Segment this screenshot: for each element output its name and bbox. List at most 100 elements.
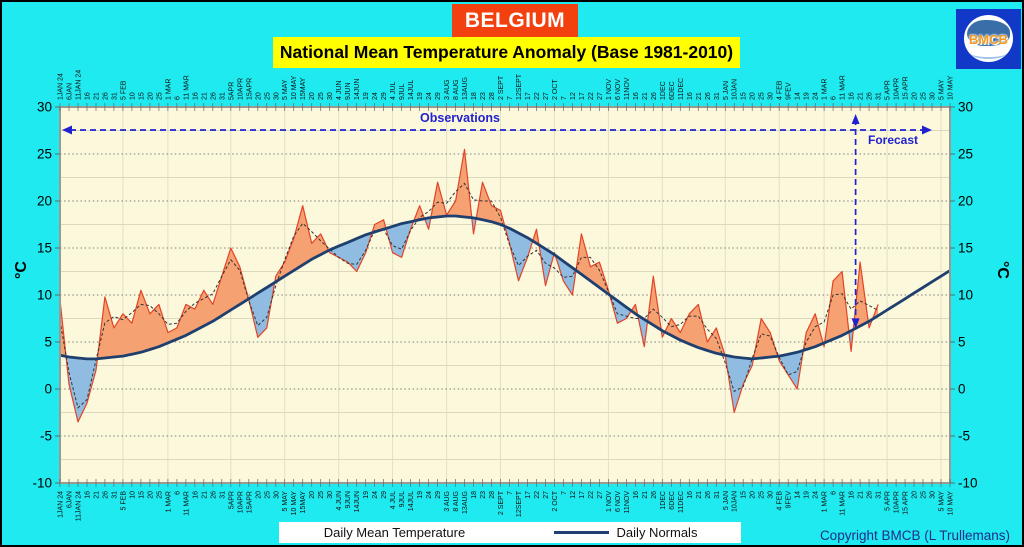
svg-text:7: 7 [507,96,514,100]
forecast-label: Forecast [868,133,918,147]
svg-text:20: 20 [912,491,919,499]
svg-text:6: 6 [174,96,181,100]
svg-text:12SEPT: 12SEPT [516,73,523,100]
svg-text:9JUN: 9JUN [345,491,352,509]
observations-label: Observations [420,111,500,125]
svg-text:5APR: 5APR [228,491,235,509]
svg-text:21: 21 [696,491,703,499]
svg-text:13AUG: 13AUG [462,491,469,514]
svg-text:21: 21 [94,491,101,499]
svg-text:6 NOV: 6 NOV [615,79,622,100]
svg-text:27: 27 [597,92,604,100]
svg-text:16: 16 [192,491,199,499]
annotation-arrows [62,114,932,329]
svg-text:31: 31 [876,491,883,499]
svg-text:24: 24 [426,491,433,499]
chart-title: National Mean Temperature Anomaly (Base … [279,42,734,62]
svg-text:1 NOV: 1 NOV [606,491,613,512]
svg-text:30: 30 [768,92,775,100]
svg-text:30: 30 [930,491,937,499]
svg-text:10: 10 [129,491,136,499]
svg-text:14: 14 [795,92,802,100]
svg-text:5: 5 [958,335,966,350]
svg-text:1 NOV: 1 NOV [606,79,613,100]
svg-text:31: 31 [219,491,226,499]
svg-text:16: 16 [633,491,640,499]
svg-text:25: 25 [759,491,766,499]
svg-text:1 MAR: 1 MAR [165,79,172,100]
svg-text:31: 31 [714,491,721,499]
svg-text:20: 20 [912,92,919,100]
svg-text:17: 17 [525,491,532,499]
svg-text:8 AUG: 8 AUG [453,491,460,512]
svg-text:22: 22 [534,92,541,100]
svg-text:18: 18 [471,491,478,499]
svg-text:10APR: 10APR [237,491,244,513]
svg-text:29: 29 [381,92,388,100]
svg-text:15 APR: 15 APR [903,491,910,515]
svg-text:11DEC: 11DEC [678,491,685,513]
svg-text:30: 30 [958,100,973,115]
svg-text:31: 31 [219,92,226,100]
svg-text:19: 19 [417,491,424,499]
svg-text:13AUG: 13AUG [462,77,469,100]
svg-text:30: 30 [327,92,334,100]
svg-text:21: 21 [201,491,208,499]
svg-text:15APR: 15APR [246,78,253,100]
svg-text:11 MAR: 11 MAR [183,491,190,516]
svg-text:12: 12 [570,491,577,499]
svg-text:10JAN: 10JAN [732,79,739,100]
svg-text:4 FEB: 4 FEB [777,491,784,511]
svg-text:1JAN 24: 1JAN 24 [58,491,65,518]
svg-text:5 MAY: 5 MAY [939,491,946,512]
svg-text:14: 14 [795,491,802,499]
svg-text:25: 25 [318,491,325,499]
svg-text:-10: -10 [32,476,52,491]
svg-text:15: 15 [958,241,973,256]
svg-text:16: 16 [849,92,856,100]
svg-text:10 MAY: 10 MAY [948,75,955,100]
svg-text:6DEC: 6DEC [669,81,676,100]
svg-text:5APR: 5APR [228,82,235,100]
svg-text:26: 26 [102,92,109,100]
svg-text:1 MAR: 1 MAR [822,79,829,100]
svg-text:12SEPT: 12SEPT [516,490,523,517]
svg-text:30: 30 [768,491,775,499]
svg-text:1DEC: 1DEC [660,491,667,510]
svg-text:25: 25 [921,92,928,100]
legend-entry-daily-mean: Daily Mean Temperature [279,525,510,540]
svg-text:6: 6 [831,96,838,100]
svg-text:11JAN 24: 11JAN 24 [76,491,83,521]
svg-text:16: 16 [633,92,640,100]
svg-text:10: 10 [129,92,136,100]
svg-text:15: 15 [138,491,145,499]
svg-text:26: 26 [705,491,712,499]
chart-legend: Daily Mean Temperature Daily Normals [279,522,741,543]
svg-text:25: 25 [156,92,163,100]
svg-text:21: 21 [201,92,208,100]
plot-area [60,107,950,483]
svg-text:10APR: 10APR [894,78,901,100]
svg-text:5 FEB: 5 FEB [120,80,127,100]
svg-text:7: 7 [561,491,568,495]
svg-text:11JAN 24: 11JAN 24 [76,70,83,100]
svg-text:5 FEB: 5 FEB [120,491,127,511]
svg-text:8 AUG: 8 AUG [453,79,460,100]
svg-text:4 JUL: 4 JUL [390,491,397,509]
logo-globe-arc [970,47,1007,59]
svg-text:5 APR: 5 APR [885,80,892,100]
legend-entry-normals: Daily Normals [510,525,741,540]
svg-text:30: 30 [273,92,280,100]
warm-anomaly-fill [60,149,879,359]
bmcb-logo: BMCB [956,9,1021,69]
svg-text:20: 20 [37,194,52,209]
svg-text:24: 24 [813,92,820,100]
svg-text:5 MAY: 5 MAY [282,79,289,100]
svg-text:10JAN: 10JAN [732,491,739,512]
svg-text:29: 29 [381,491,388,499]
svg-text:15: 15 [741,491,748,499]
svg-text:14JUN: 14JUN [354,491,361,512]
logo-circle: BMCB [964,15,1013,62]
